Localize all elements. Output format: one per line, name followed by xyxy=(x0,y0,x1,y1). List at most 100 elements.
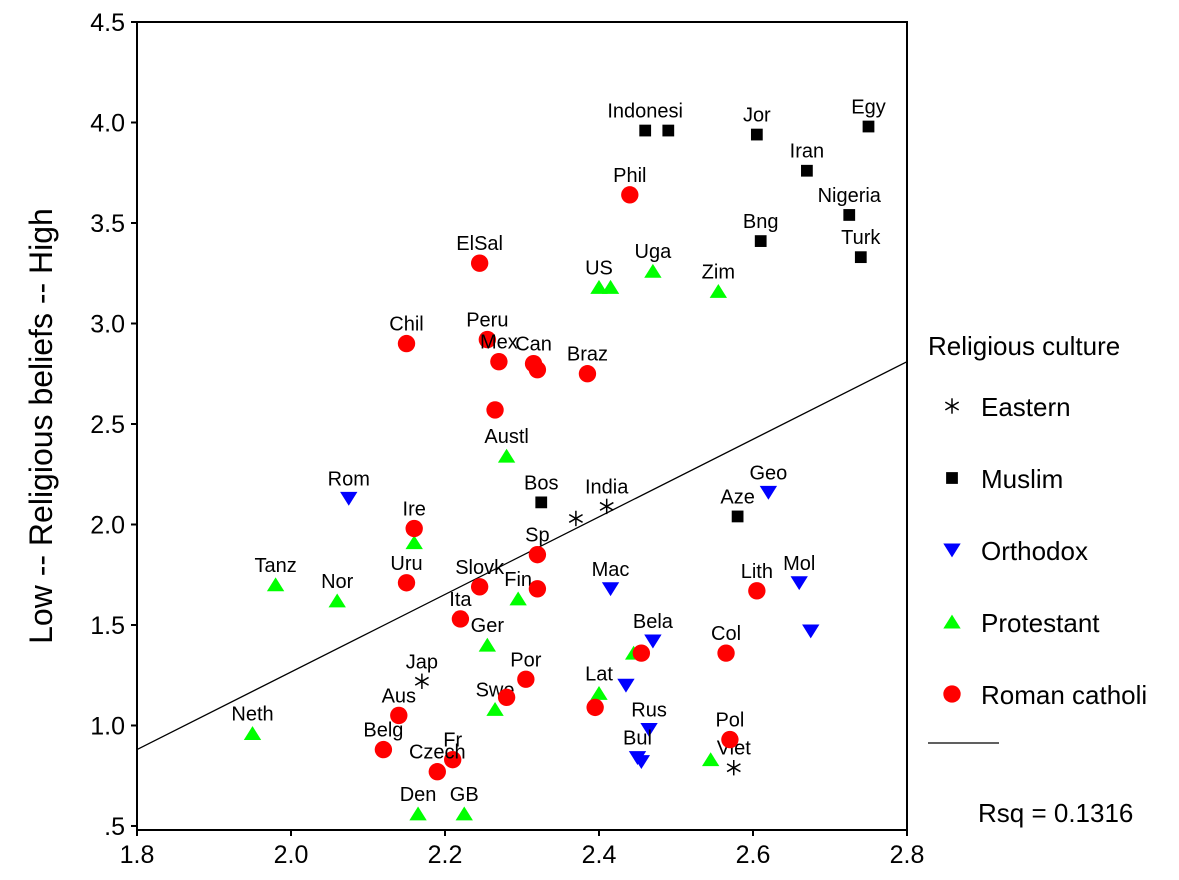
data-point-protestant xyxy=(243,726,262,741)
data-point-protestant xyxy=(497,448,516,463)
point-label: Col xyxy=(711,623,741,645)
point-label: Uga xyxy=(635,241,673,263)
data-point-catholic xyxy=(586,698,604,717)
point-label: Iran xyxy=(790,141,824,163)
data-point-catholic xyxy=(490,353,508,371)
data-point-catholic xyxy=(517,670,535,688)
point-label: Aus xyxy=(382,685,416,707)
point-label: Uru xyxy=(390,553,422,575)
legend-marker-catholic xyxy=(943,685,961,703)
legend-marker-protestant xyxy=(943,614,961,629)
data-point-catholic xyxy=(528,580,547,598)
legend-marker-orthodox xyxy=(943,543,961,558)
x-tick-label: 2.0 xyxy=(274,841,309,869)
point-label: Pol xyxy=(715,710,744,732)
point-label: Chil xyxy=(389,314,423,336)
data-point-muslim xyxy=(662,124,675,137)
data-point-catholic xyxy=(717,644,735,662)
point-label: Braz xyxy=(567,344,608,366)
legend-label-eastern: Eastern xyxy=(981,392,1071,422)
data-point-catholic xyxy=(428,763,446,781)
legend-label-orthodox: Orthodox xyxy=(981,536,1088,566)
data-point-muslim xyxy=(731,510,744,523)
point-label: Peru xyxy=(466,310,508,332)
y-tick-label: 1.5 xyxy=(90,612,125,640)
point-label: US xyxy=(585,257,613,279)
data-point-protestant xyxy=(509,591,527,606)
point-label: Nor xyxy=(321,571,354,593)
data-point-eastern xyxy=(599,498,614,515)
point-label: India xyxy=(585,476,629,498)
data-point-muslim xyxy=(639,124,652,137)
point-label: Neth xyxy=(231,704,273,726)
y-tick-label: 2.5 xyxy=(90,411,125,439)
data-point-orthodox xyxy=(759,485,778,500)
data-point-catholic xyxy=(444,750,462,769)
legend-label-protestant: Protestant xyxy=(981,608,1100,638)
point-label: Egy xyxy=(851,97,885,119)
y-tick-label: 2.0 xyxy=(90,511,125,539)
legend-marker-muslim xyxy=(946,472,958,484)
data-point-orthodox xyxy=(340,491,358,506)
data-point-protestant xyxy=(405,535,423,550)
legend-label-muslim: Muslim xyxy=(981,464,1063,494)
data-point-catholic xyxy=(374,740,393,759)
point-label: Austl xyxy=(484,426,528,448)
data-point-orthodox xyxy=(601,582,620,597)
point-label: Den xyxy=(400,784,437,806)
point-label: Belg xyxy=(363,720,403,742)
data-point-orthodox xyxy=(640,722,658,737)
point-label: Bos xyxy=(524,472,558,494)
regression-line xyxy=(136,361,908,751)
data-point-muslim xyxy=(843,209,856,221)
data-point-orthodox xyxy=(632,755,651,770)
data-point-protestant xyxy=(590,279,608,294)
data-point-catholic xyxy=(451,610,470,628)
x-tick-label: 2.6 xyxy=(736,841,771,869)
point-label: Bul xyxy=(623,728,652,750)
y-axis-title: Low -- Religious beliefs -- High xyxy=(23,208,59,644)
point-label: Sp xyxy=(525,525,549,547)
data-point-protestant xyxy=(266,577,285,592)
point-label: GB xyxy=(450,784,479,806)
legend-label-catholic: Roman catholi xyxy=(981,680,1147,710)
data-point-catholic xyxy=(405,519,423,538)
point-label: Tanz xyxy=(254,555,296,577)
data-point-protestant xyxy=(701,752,720,767)
point-label: Lith xyxy=(741,561,773,583)
data-point-eastern xyxy=(568,510,583,527)
data-point-catholic xyxy=(478,330,497,349)
data-point-protestant xyxy=(709,283,728,298)
point-label: Can xyxy=(515,334,552,356)
x-tick-label: 2.2 xyxy=(428,841,463,869)
data-point-protestant xyxy=(590,685,608,700)
data-point-catholic xyxy=(528,361,547,379)
y-tick-label: 1.0 xyxy=(90,712,125,740)
point-label: Czech xyxy=(409,742,466,764)
point-label: Aze xyxy=(720,486,754,508)
data-point-protestant xyxy=(409,806,427,821)
point-label: Rom xyxy=(328,468,370,490)
data-point-orthodox xyxy=(617,678,635,693)
point-label: Fin xyxy=(504,569,532,591)
data-point-catholic xyxy=(397,334,416,353)
data-point-eastern xyxy=(414,673,429,689)
point-label: Bng xyxy=(743,211,779,233)
point-label: Ita xyxy=(449,589,472,611)
data-point-protestant xyxy=(328,593,346,608)
point-label: Fr xyxy=(443,730,462,752)
point-label: Ire xyxy=(403,499,426,521)
data-point-eastern xyxy=(726,759,741,776)
point-label: Geo xyxy=(749,462,787,484)
data-point-muslim xyxy=(854,251,867,264)
data-point-orthodox xyxy=(644,634,662,649)
data-point-protestant xyxy=(455,806,473,821)
data-point-orthodox xyxy=(790,576,808,591)
data-point-muslim xyxy=(862,120,875,133)
data-point-catholic xyxy=(497,688,516,707)
data-point-protestant xyxy=(478,637,497,652)
data-point-muslim xyxy=(801,164,813,177)
point-label: Ger xyxy=(471,615,505,637)
